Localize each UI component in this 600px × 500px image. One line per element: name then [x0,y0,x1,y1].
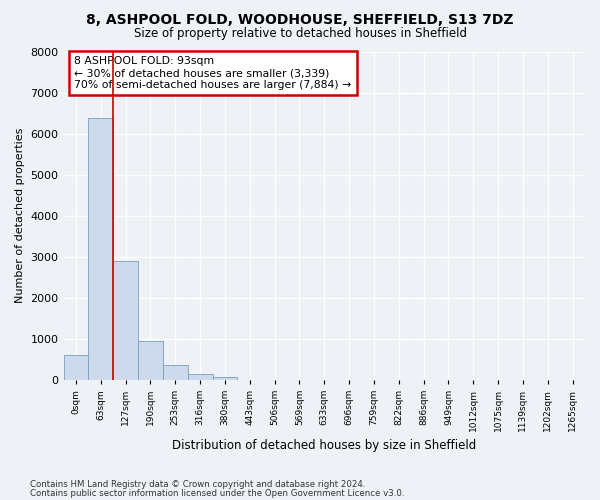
Y-axis label: Number of detached properties: Number of detached properties [15,128,25,304]
Bar [113,261,138,380]
Text: 8 ASHPOOL FOLD: 93sqm
← 30% of detached houses are smaller (3,339)
70% of semi-d: 8 ASHPOOL FOLD: 93sqm ← 30% of detached … [74,56,351,90]
Bar [138,340,163,380]
Bar [64,354,88,380]
Bar [188,374,212,380]
Text: Contains HM Land Registry data © Crown copyright and database right 2024.: Contains HM Land Registry data © Crown c… [30,480,365,489]
Text: Size of property relative to detached houses in Sheffield: Size of property relative to detached ho… [133,28,467,40]
X-axis label: Distribution of detached houses by size in Sheffield: Distribution of detached houses by size … [172,440,476,452]
Bar [163,365,188,380]
Text: Contains public sector information licensed under the Open Government Licence v3: Contains public sector information licen… [30,488,404,498]
Bar [88,118,113,380]
Bar [212,376,238,380]
Text: 8, ASHPOOL FOLD, WOODHOUSE, SHEFFIELD, S13 7DZ: 8, ASHPOOL FOLD, WOODHOUSE, SHEFFIELD, S… [86,12,514,26]
